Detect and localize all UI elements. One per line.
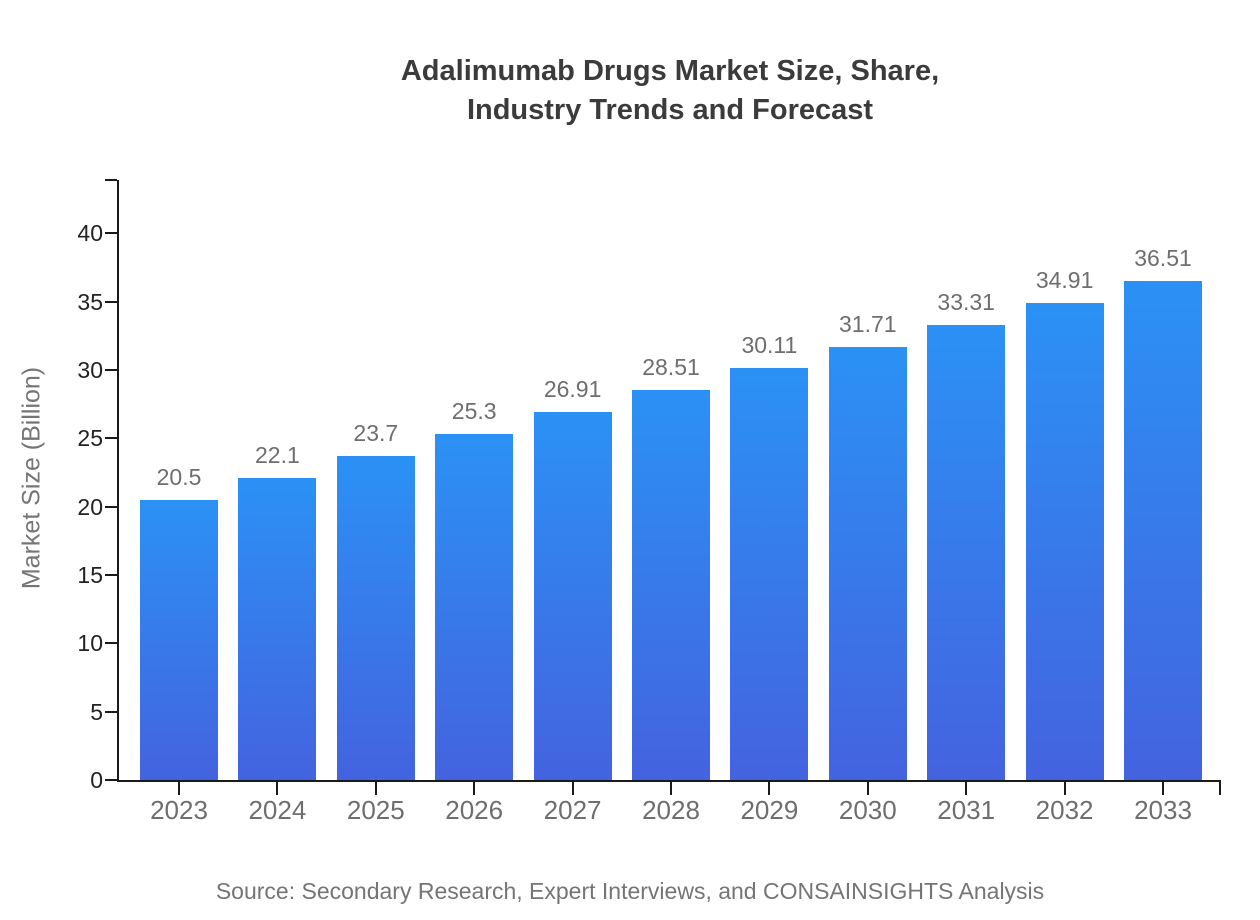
x-tick [374, 782, 377, 795]
x-tick-label: 2024 [248, 795, 307, 825]
x-axis-line [117, 780, 1221, 782]
y-tick-label: 0 [90, 767, 103, 793]
bar-value-label: 23.7 [353, 420, 399, 446]
y-tick-label: 40 [77, 220, 103, 247]
source-note: Source: Secondary Research, Expert Inter… [215, 878, 1045, 904]
bar-value-label: 34.91 [1035, 267, 1094, 293]
bar-value-label: 33.31 [937, 289, 995, 315]
x-tick [1162, 782, 1164, 795]
bar-2027 [533, 412, 612, 780]
x-tick-label: 2029 [740, 795, 799, 825]
bar-2032 [1025, 303, 1104, 780]
bar-value-label: 26.91 [543, 376, 602, 402]
y-tick-label: 35 [77, 288, 103, 315]
x-tick-label: 2030 [838, 795, 897, 825]
bar-2024 [238, 478, 317, 780]
bar-value-label: 25.3 [451, 398, 497, 424]
bar-2028 [632, 390, 710, 780]
y-axis-cap-tick [105, 179, 117, 181]
y-tick-label: 5 [90, 698, 103, 725]
y-tick-label: 15 [77, 561, 103, 588]
y-tick [105, 573, 117, 576]
x-tick [965, 782, 968, 795]
x-tick [571, 782, 574, 795]
bar-value-label: 36.51 [1134, 245, 1192, 271]
x-tick [276, 782, 279, 795]
x-tick [178, 782, 180, 795]
bar-value-label: 22.1 [255, 442, 300, 468]
bar-2023 [140, 500, 218, 780]
y-tick [105, 437, 117, 440]
x-tick-label: 2027 [543, 795, 602, 825]
x-tick-label: 2031 [937, 795, 996, 825]
bar-2026 [435, 434, 514, 780]
y-tick [105, 300, 117, 303]
bar-value-label: 31.71 [839, 311, 897, 337]
x-tick [1063, 782, 1066, 795]
y-axis-line [117, 180, 119, 782]
y-tick-label: 10 [77, 630, 103, 657]
y-tick-label: 30 [77, 356, 103, 383]
x-tick-label: 2033 [1134, 795, 1192, 825]
bar-2030 [828, 347, 907, 780]
y-tick [105, 232, 117, 235]
y-tick [105, 710, 117, 713]
x-tick [866, 782, 869, 795]
y-tick-label: 25 [77, 425, 103, 452]
x-tick-label: 2032 [1035, 795, 1094, 825]
x-tick [670, 782, 672, 795]
y-tick [105, 368, 117, 371]
y-axis-title: Market Size (Billion) [17, 366, 46, 590]
chart-title: Adalimumab Drugs Market Size, Share, Ind… [400, 55, 940, 126]
bar-2033 [1124, 281, 1202, 780]
bar-value-label: 28.51 [642, 354, 700, 380]
bar-value-label: 30.11 [741, 332, 798, 358]
y-tick [105, 505, 117, 508]
x-tick-label: 2028 [642, 795, 700, 825]
x-tick [473, 782, 476, 795]
plot-area: 0 5 10 15 20 25 30 35 40 20.5 2023 22.1 2024 23.7 2025… [77, 179, 1221, 825]
y-tick [105, 642, 117, 645]
bar-2029 [730, 368, 809, 780]
x-axis-cap-tick [1219, 782, 1221, 795]
bar-value-label: 20.5 [156, 464, 202, 490]
x-tick [768, 782, 771, 795]
x-tick-label: 2026 [445, 795, 504, 825]
x-tick-label: 2023 [150, 795, 208, 825]
y-tick-label: 20 [77, 493, 103, 520]
bar-2031 [927, 325, 1006, 780]
y-tick [105, 779, 117, 781]
x-tick-label: 2025 [346, 795, 405, 825]
bar-2025 [336, 456, 415, 780]
